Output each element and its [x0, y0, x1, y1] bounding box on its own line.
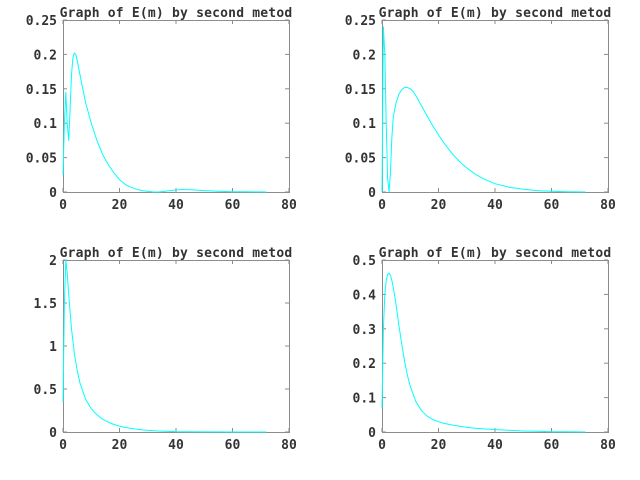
chart-3-ytick-label: 0 [49, 426, 57, 441]
chart-4-xtick-label: 80 [600, 438, 616, 453]
chart-2-series-1-line [381, 26, 586, 193]
chart-4-xtick-label: 60 [544, 438, 560, 453]
chart-4-title: Graph of E(m) by second metod [379, 246, 612, 261]
chart-1-xtick-label: 0 [59, 198, 67, 213]
chart-1-ytick-label: 0.25 [26, 14, 57, 29]
chart-1-ytick-label: 0.2 [34, 48, 57, 63]
chart-3-ytick-label: 0.5 [34, 383, 57, 398]
chart-4-ytick-label: 0.3 [353, 323, 376, 338]
chart-2-ytick-label: 0 [368, 186, 376, 201]
chart-2-ytick-label: 0.2 [353, 48, 376, 63]
chart-3-xtick-label: 80 [281, 438, 297, 453]
chart-2-xtick-label: 0 [378, 198, 386, 213]
chart-1-ytick-label: 0 [49, 186, 57, 201]
chart-3-frame [63, 260, 290, 433]
chart-1-xtick-label: 40 [168, 198, 184, 213]
chart-3-title: Graph of E(m) by second metod [60, 246, 293, 261]
chart-4-ytick-label: 0.4 [353, 288, 377, 303]
chart-2-title: Graph of E(m) by second metod [379, 6, 612, 21]
chart-3-xtick-label: 20 [112, 438, 128, 453]
chart-1-frame [63, 20, 290, 193]
chart-2-xtick-label: 20 [431, 198, 447, 213]
chart-4-ytick-label: 0.1 [353, 392, 377, 407]
chart-3-xtick-label: 60 [225, 438, 241, 453]
chart-3-ytick-label: 1.5 [34, 297, 57, 312]
chart-2-ytick-label: 0.1 [353, 117, 377, 132]
chart-4-ytick-label: 0.2 [353, 357, 376, 372]
chart-2-ytick-label: 0.15 [345, 83, 376, 98]
chart-3-xtick-label: 40 [168, 438, 184, 453]
chart-2-ytick-label: 0.05 [345, 152, 376, 167]
chart-4: Graph of E(m) by second metod 0 20 40 60 80 0 0… [353, 246, 616, 453]
chart-2-frame [382, 20, 609, 193]
chart-4-ytick-label: 0.5 [353, 254, 376, 269]
chart-1-xtick-label: 60 [225, 198, 241, 213]
chart-1-ytick-label: 0.05 [26, 152, 57, 167]
chart-1-xtick-label: 20 [112, 198, 128, 213]
chart-4-xtick-label: 20 [431, 438, 447, 453]
chart-1-title: Graph of E(m) by second metod [60, 6, 293, 21]
chart-4-frame [382, 260, 609, 433]
chart-2: Graph of E(m) by second metod 0 20 40 60 80 0 0… [345, 6, 616, 213]
chart-2-ytick-label: 0.25 [345, 14, 376, 29]
chart-1: Graph of E(m) by second metod 0 20 40 60 80 0 0… [26, 6, 297, 213]
chart-2-xtick-label: 40 [487, 198, 503, 213]
chart-2-xtick-label: 60 [544, 198, 560, 213]
chart-4-series-1-line [381, 272, 586, 433]
chart-3-series-1-line [62, 259, 267, 433]
chart-3-xtick-label: 0 [59, 438, 67, 453]
chart-1-ytick-label: 0.15 [26, 83, 57, 98]
chart-4-xtick-label: 40 [487, 438, 503, 453]
chart-2-xtick-label: 80 [600, 198, 616, 213]
chart-3-ytick-label: 1 [49, 340, 57, 355]
chart-1-xtick-label: 80 [281, 198, 297, 213]
chart-1-ytick-label: 0.1 [34, 117, 58, 132]
chart-3-ytick-label: 2 [49, 254, 57, 269]
chart-1-series-1-line [62, 52, 267, 193]
chart-3: Graph of E(m) by second metod 0 20 40 60 80 0 0… [34, 246, 297, 453]
chart-4-ytick-label: 0 [368, 426, 376, 441]
chart-4-xtick-label: 0 [378, 438, 386, 453]
